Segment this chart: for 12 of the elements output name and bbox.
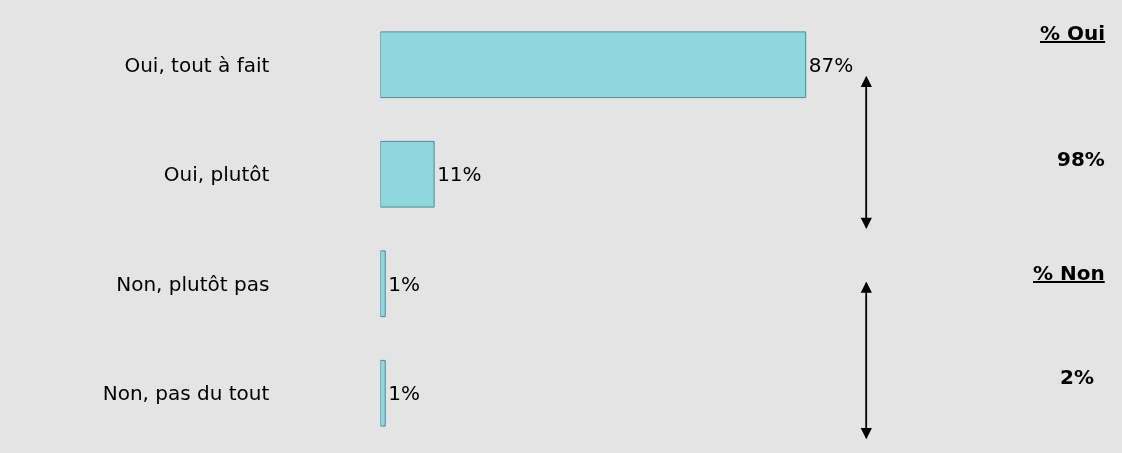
data-label: 11% xyxy=(437,162,482,187)
text: 2% xyxy=(1060,365,1094,389)
data-label: 1% xyxy=(388,381,420,406)
text: % Oui xyxy=(1040,21,1106,45)
y-tick-label: Oui, tout à fait xyxy=(124,52,270,77)
text: 98% xyxy=(1057,147,1105,171)
text: % Non xyxy=(1033,261,1105,285)
y-tick-label: Non, plutôt pas xyxy=(116,271,270,296)
data-label: 1% xyxy=(388,271,420,296)
y-tick-label: Non, pas du tout xyxy=(102,381,270,406)
data-label: 87% xyxy=(808,52,854,77)
y-tick-label: Oui, plutôt xyxy=(163,162,270,187)
